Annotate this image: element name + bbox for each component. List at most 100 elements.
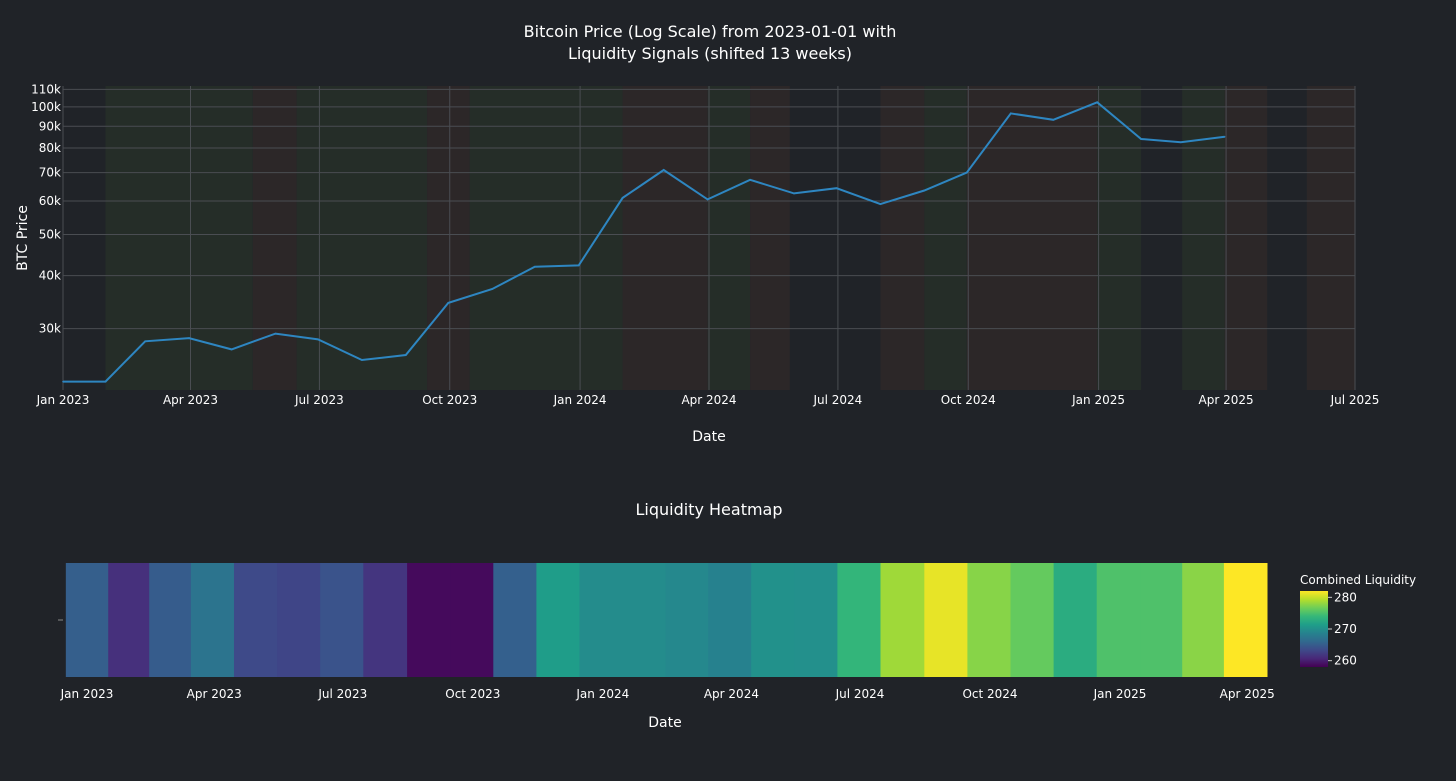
colorbar-tick-label: 280 xyxy=(1334,590,1357,604)
price-point xyxy=(749,179,751,181)
x-tick-label: Apr 2023 xyxy=(163,393,218,407)
heatmap-title: Liquidity Heatmap xyxy=(635,500,782,519)
price-point xyxy=(923,189,926,192)
price-x-tick-labels: Jan 2023 Apr 2023 Jul 2023 Oct 2023 Jan 2024… xyxy=(36,393,1380,407)
signal-band-positive xyxy=(924,86,967,390)
x-tick-label: Jul 2025 xyxy=(1330,393,1380,407)
heatmap-cell xyxy=(1182,563,1225,677)
colorbar: Combined Liquidity 260 270 280 xyxy=(1300,573,1416,668)
price-point xyxy=(1096,101,1098,104)
y-tick-label: 80k xyxy=(39,141,61,155)
x-tick-label: Jan 2025 xyxy=(1071,393,1125,407)
heatmap-x-tick-label: Jan 2024 xyxy=(575,687,629,701)
heatmap-x-tick-label: Apr 2023 xyxy=(187,687,242,701)
heatmap-x-tick-label: Oct 2023 xyxy=(445,687,500,701)
heatmap-cell xyxy=(190,563,235,677)
x-tick-label: Jan 2024 xyxy=(553,393,607,407)
heatmap-cell xyxy=(407,563,451,677)
liquidity-heatmap: Liquidity Heatmap Jan 2023 Apr 2023 Jul 20… xyxy=(58,500,1416,731)
price-point xyxy=(662,169,665,171)
price-point xyxy=(621,197,624,199)
signal-band-positive xyxy=(1097,86,1142,390)
heatmap-x-tick-label: Apr 2024 xyxy=(704,687,759,701)
price-point xyxy=(188,337,190,339)
heatmap-cell xyxy=(536,563,581,677)
x-tick-label: Jul 2023 xyxy=(294,393,344,407)
x-tick-label: Jan 2023 xyxy=(36,393,90,407)
price-y-tick-labels: 30k 40k 50k 60k 70k 80k 90k 100k 110k xyxy=(31,82,61,335)
heatmap-cell xyxy=(1223,563,1268,677)
signal-band-negative xyxy=(1306,86,1355,390)
btc-price-line xyxy=(63,101,1225,383)
price-chart: Bitcoin Price (Log Scale) from 2023-01-0… xyxy=(15,22,1379,445)
signal-band-positive xyxy=(707,86,751,390)
signal-band-negative xyxy=(966,86,1098,390)
heatmap-cell xyxy=(751,563,795,677)
heatmap-x-tick-label: Jul 2023 xyxy=(317,687,367,701)
price-point xyxy=(1179,141,1182,144)
x-tick-label: Jul 2024 xyxy=(812,393,862,407)
y-tick-label: 50k xyxy=(39,228,61,242)
heatmap-x-axis-title: Date xyxy=(648,715,681,731)
heatmap-x-tick-label: Jan 2025 xyxy=(1093,687,1147,701)
y-tick-label: 90k xyxy=(39,119,61,133)
price-point xyxy=(835,187,838,190)
heatmap-x-tick-label: Apr 2025 xyxy=(1220,687,1275,701)
price-point xyxy=(144,340,146,343)
heatmap-cell xyxy=(794,563,838,677)
heatmap-cell xyxy=(1140,563,1183,677)
heatmap-x-tick-label: Jul 2024 xyxy=(835,687,885,701)
y-tick-label: 70k xyxy=(39,166,61,180)
signal-band-positive xyxy=(1182,86,1225,390)
price-point xyxy=(491,288,494,290)
price-y-axis-title: BTC Price xyxy=(15,205,31,271)
heatmap-x-tick-labels: Jan 2023 Apr 2023 Jul 2023 Oct 2023 Jan 2024… xyxy=(60,687,1275,701)
x-tick-label: Oct 2023 xyxy=(422,393,477,407)
heatmap-cell xyxy=(493,563,537,677)
heatmap-x-tick-label: Oct 2024 xyxy=(962,687,1017,701)
x-tick-label: Apr 2025 xyxy=(1199,393,1254,407)
y-tick-label: 100k xyxy=(31,100,61,114)
price-point xyxy=(879,203,882,205)
signal-band-negative xyxy=(1224,86,1268,390)
heatmap-cell xyxy=(967,563,1012,677)
signal-band-negative xyxy=(880,86,925,390)
heatmap-cell xyxy=(665,563,709,677)
price-point xyxy=(405,354,407,356)
heatmap-cell xyxy=(450,563,494,677)
colorbar-tick-label: 270 xyxy=(1334,622,1357,636)
heatmap-cell xyxy=(1096,563,1142,677)
price-gridlines xyxy=(62,86,1356,390)
chart-title-line2: Liquidity Signals (shifted 13 weeks) xyxy=(568,44,852,63)
heatmap-cell xyxy=(277,563,321,677)
y-tick-label: 110k xyxy=(31,82,61,96)
heatmap-cell xyxy=(579,563,624,677)
price-point xyxy=(793,192,795,195)
price-point xyxy=(1223,136,1226,138)
heatmap-cell xyxy=(233,563,278,677)
signal-band-positive xyxy=(469,86,623,390)
heatmap-cells xyxy=(65,563,1268,677)
heatmap-cell xyxy=(149,563,192,677)
price-point xyxy=(1140,138,1142,140)
price-point xyxy=(447,302,450,304)
signal-band-negative xyxy=(750,86,790,390)
heatmap-cell xyxy=(708,563,752,677)
x-tick-label: Apr 2024 xyxy=(681,393,736,407)
price-x-axis-title: Date xyxy=(692,429,725,445)
heatmap-x-tick-label: Jan 2023 xyxy=(60,687,114,701)
y-tick-label: 40k xyxy=(39,269,61,283)
heatmap-cell xyxy=(880,563,925,677)
price-point xyxy=(317,338,319,341)
price-point xyxy=(577,264,580,267)
heatmap-cell xyxy=(837,563,882,677)
heatmap-cell xyxy=(65,563,109,677)
signal-band-positive xyxy=(105,86,253,390)
y-tick-label: 60k xyxy=(39,194,61,208)
heatmap-cell xyxy=(1053,563,1098,677)
price-point xyxy=(706,198,709,201)
price-point xyxy=(1009,112,1012,115)
signal-band-negative xyxy=(252,86,297,390)
price-point xyxy=(1052,119,1055,121)
